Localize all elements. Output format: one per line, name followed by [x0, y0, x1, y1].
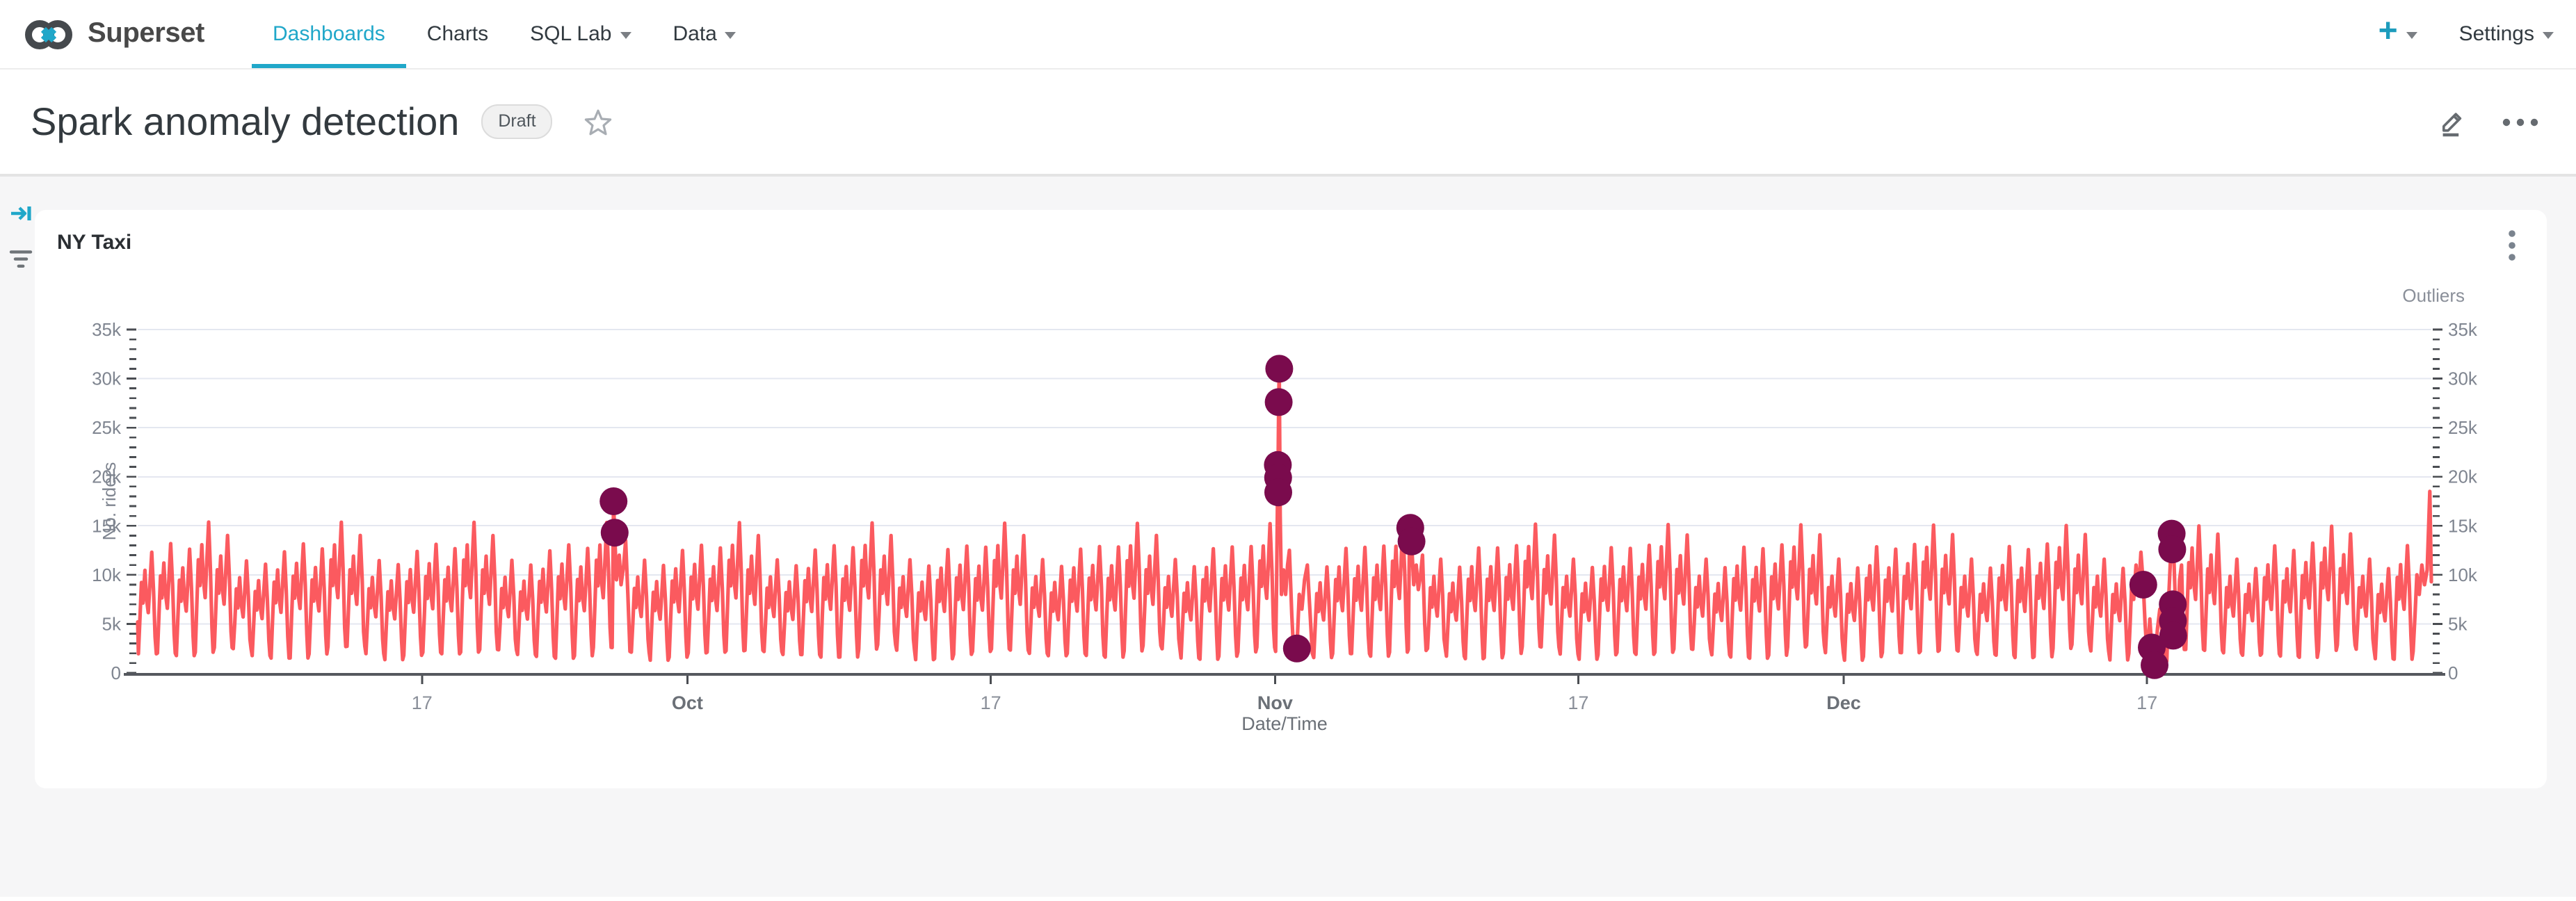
ellipsis-icon: [2501, 116, 2540, 127]
more-actions-button[interactable]: [2501, 116, 2540, 127]
nav-item-charts[interactable]: Charts: [426, 22, 489, 46]
svg-text:35k: 35k: [2448, 319, 2478, 340]
svg-text:0: 0: [2448, 663, 2458, 683]
dashboard-canvas: NY Taxi 0 0 5k 5k 10k 10k 15k 15k 20k 20k 25k 25k 30…: [0, 177, 2576, 897]
nav-item-dashboards[interactable]: Dashboards: [252, 0, 406, 68]
edit-dashboard-button[interactable]: [2437, 106, 2468, 137]
expand-filter-bar-button[interactable]: [9, 202, 33, 225]
svg-text:35k: 35k: [92, 319, 122, 340]
top-navbar: Superset Dashboards Charts SQL Lab Data …: [0, 0, 2576, 70]
favorite-star-button[interactable]: [583, 106, 614, 137]
svg-text:5k: 5k: [102, 613, 122, 634]
brand-name: Superset: [88, 18, 204, 49]
svg-text:17: 17: [412, 692, 433, 713]
svg-text:Nov: Nov: [1257, 692, 1293, 713]
status-badge: Draft: [481, 104, 553, 139]
svg-text:15k: 15k: [92, 515, 122, 536]
svg-text:30k: 30k: [2448, 368, 2478, 389]
svg-text:Dec: Dec: [1826, 692, 1861, 713]
ny-taxi-timeseries-chart[interactable]: 0 0 5k 5k 10k 10k 15k 15k 20k 20k 25k 25k 30k 30k 35k 3…: [35, 210, 2547, 788]
svg-text:25k: 25k: [2448, 417, 2478, 438]
plus-icon: +: [2378, 13, 2398, 50]
main-menu: Dashboards Charts SQL Lab Data: [252, 0, 757, 68]
svg-text:Oct: Oct: [672, 692, 703, 713]
chevron-down-icon: [2406, 32, 2417, 39]
chevron-down-icon: [620, 32, 631, 39]
svg-text:17: 17: [981, 692, 1001, 713]
chevron-down-icon: [2543, 32, 2554, 39]
svg-text:25k: 25k: [92, 417, 122, 438]
filter-bar-rail: [8, 202, 33, 270]
header-actions: [2437, 106, 2548, 137]
chart-card-ny-taxi: NY Taxi 0 0 5k 5k 10k 10k 15k 15k 20k 20k 25k 25k 30…: [35, 210, 2547, 788]
filter-icon: [8, 249, 33, 270]
nav-item-data[interactable]: Data: [652, 0, 757, 68]
svg-text:5k: 5k: [2448, 613, 2468, 634]
svg-text:10k: 10k: [92, 565, 122, 585]
svg-text:30k: 30k: [92, 368, 122, 389]
dashboard-header: Spark anomaly detection Draft: [0, 70, 2576, 177]
filter-icon-button[interactable]: [8, 249, 33, 270]
settings-menu[interactable]: Settings: [2459, 22, 2554, 46]
svg-text:No. riders: No. riders: [99, 462, 120, 541]
svg-text:15k: 15k: [2448, 515, 2478, 536]
page-title: Spark anomaly detection: [31, 99, 460, 143]
kebab-menu-icon: [2508, 229, 2516, 263]
navbar-right: + Settings: [2378, 0, 2557, 68]
svg-text:0: 0: [111, 663, 121, 683]
superset-infinity-icon: [22, 16, 75, 52]
superset-logo[interactable]: Superset: [22, 0, 204, 68]
svg-text:17: 17: [2136, 692, 2157, 713]
svg-text:17: 17: [1568, 692, 1588, 713]
nav-item-sql-lab[interactable]: SQL Lab: [509, 0, 652, 68]
new-item-button[interactable]: +: [2378, 15, 2417, 49]
arrow-to-bar-icon: [9, 202, 33, 225]
chevron-down-icon: [725, 32, 736, 39]
chart-options-button[interactable]: [2502, 227, 2522, 266]
svg-text:Outliers: Outliers: [2402, 285, 2465, 306]
star-icon: [583, 106, 614, 137]
svg-text:20k: 20k: [92, 466, 122, 487]
pencil-icon: [2437, 106, 2468, 137]
svg-text:10k: 10k: [2448, 565, 2478, 585]
svg-text:Date/Time: Date/Time: [1241, 713, 1328, 734]
chart-title: NY Taxi: [57, 231, 132, 254]
svg-text:20k: 20k: [2448, 466, 2478, 487]
